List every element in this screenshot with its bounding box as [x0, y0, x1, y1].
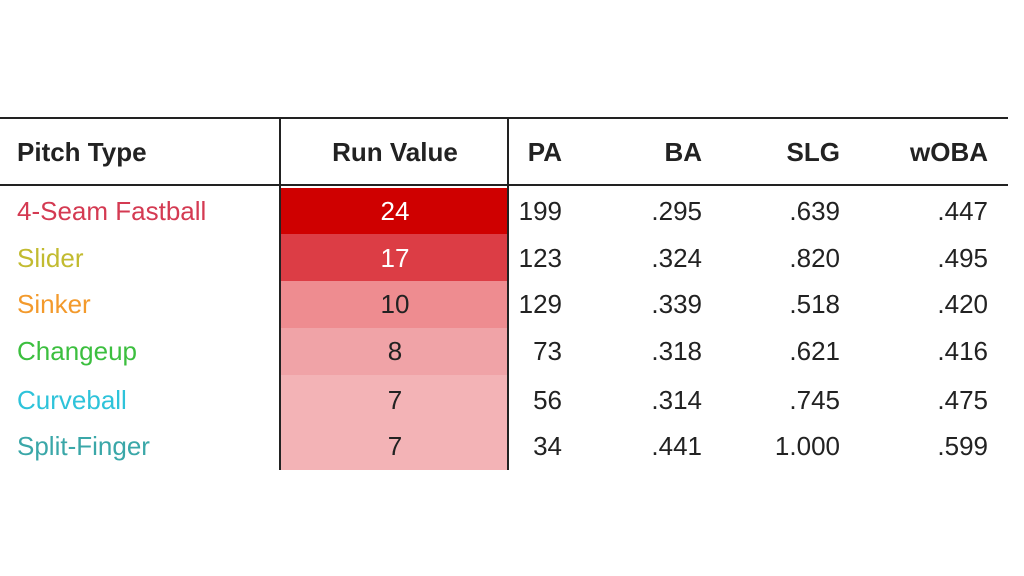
- table-cell: .314: [651, 385, 702, 415]
- table-cell: 8: [387, 336, 403, 366]
- header-cell: SLG: [786, 137, 840, 167]
- header-cell: wOBA: [910, 137, 988, 167]
- run-value-fill: [281, 188, 507, 234]
- header-cell: Run Value: [332, 137, 458, 167]
- table-cell: 17: [380, 243, 410, 273]
- run-value-fill: [281, 422, 507, 470]
- header-cell: BA: [664, 137, 702, 167]
- table-cell: .518: [789, 289, 840, 319]
- table-cell: .475: [937, 385, 988, 415]
- pitch-name: 4-Seam Fastball: [17, 196, 207, 226]
- column-divider: [279, 118, 281, 470]
- top-border: [0, 117, 1008, 119]
- table-cell: .599: [937, 431, 988, 461]
- column-divider: [507, 118, 509, 470]
- table-cell: .420: [937, 289, 988, 319]
- table-cell: .447: [937, 196, 988, 226]
- table-cell: 7: [387, 385, 403, 415]
- table-cell: .318: [651, 336, 702, 366]
- run-value-fill: [281, 234, 507, 281]
- table-cell: .639: [789, 196, 840, 226]
- table-cell: .745: [789, 385, 840, 415]
- header-cell: PA: [527, 137, 562, 167]
- run-value-fill: [281, 375, 507, 422]
- run-value-fill: [281, 281, 507, 328]
- pitch-name: Split-Finger: [17, 431, 150, 461]
- table-cell: 1.000: [774, 431, 840, 461]
- table-cell: .339: [651, 289, 702, 319]
- header-cell: Pitch Type: [17, 137, 147, 167]
- pitch-name: Slider: [17, 243, 84, 273]
- pitch-name: Curveball: [17, 385, 127, 415]
- header-border: [0, 184, 1008, 186]
- table-cell: 199: [518, 196, 562, 226]
- table-cell: .324: [651, 243, 702, 273]
- table-cell: 123: [518, 243, 562, 273]
- table-cell: 34: [533, 431, 562, 461]
- table-cell: 129: [518, 289, 562, 319]
- table-cell: .295: [651, 196, 702, 226]
- pitch-name: Changeup: [17, 336, 137, 366]
- table-cell: .820: [789, 243, 840, 273]
- table-cell: .621: [789, 336, 840, 366]
- table-cell: 56: [533, 385, 562, 415]
- table-cell: 24: [380, 196, 410, 226]
- table-cell: .495: [937, 243, 988, 273]
- table-cell: 73: [533, 336, 562, 366]
- table-cell: 10: [380, 289, 410, 319]
- table-cell: 7: [387, 431, 403, 461]
- pitch-name: Sinker: [17, 289, 91, 319]
- table-cell: .416: [937, 336, 988, 366]
- run-value-fill: [281, 328, 507, 375]
- table-cell: .441: [651, 431, 702, 461]
